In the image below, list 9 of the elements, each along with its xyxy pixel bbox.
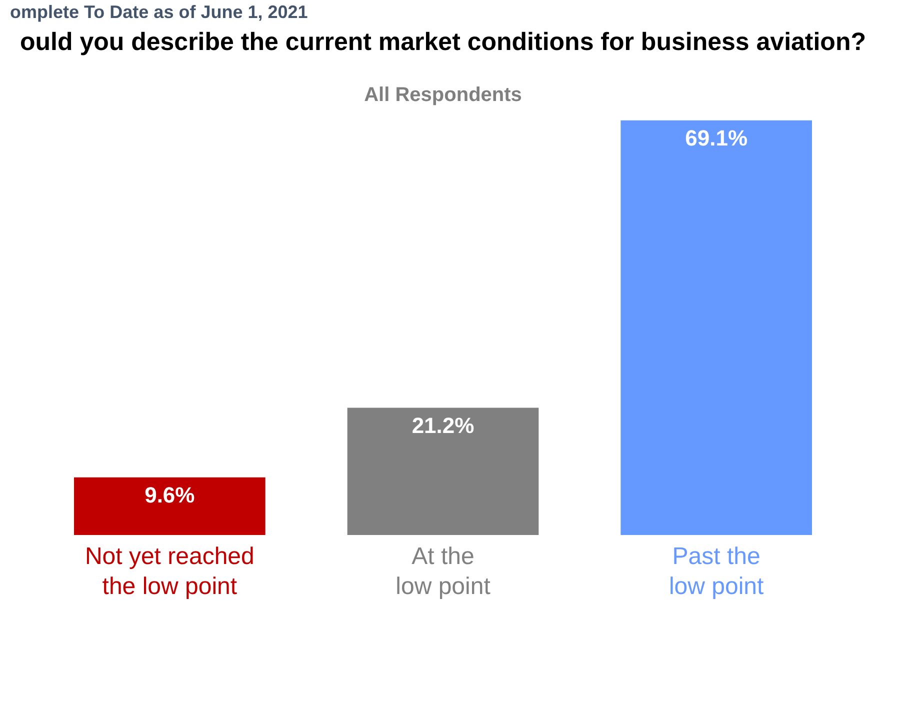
text: omplete To Date as of June 1, 2021 — [9, 1, 309, 24]
chart-subtitle: All Respondents — [364, 84, 522, 106]
data-label: 21.2% — [412, 412, 474, 438]
x-tick-label: At the low point — [396, 543, 491, 600]
x-tick-label: Past the low point — [668, 543, 764, 600]
data-label: 69.1% — [685, 125, 748, 150]
x-tick-label: Not yet reached the low point — [84, 543, 254, 600]
data-label: 9.6% — [144, 482, 195, 508]
chart-title: ould you describe the current market conditions for business aviation? — [20, 28, 866, 56]
